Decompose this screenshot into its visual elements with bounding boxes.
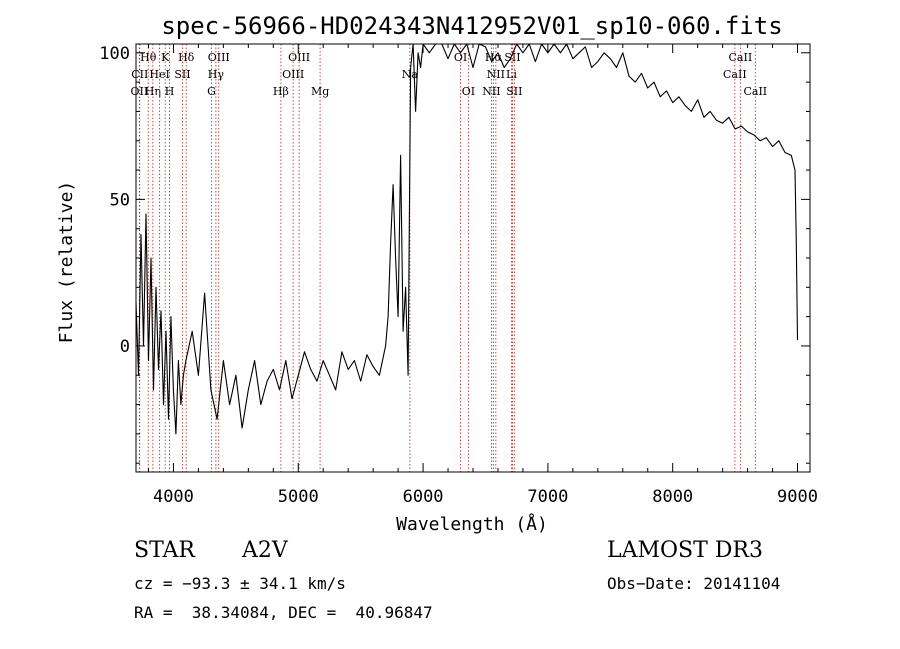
- x-tick-label-8000: 8000: [652, 487, 693, 507]
- survey-name: LAMOST DR3: [607, 538, 763, 563]
- x-axis-label: Wavelength (Å): [396, 513, 548, 535]
- line-marker-label-4: HeI: [149, 68, 169, 81]
- x-tick-label-6000: 6000: [403, 487, 444, 507]
- y-tick-label-100: 100: [99, 44, 130, 64]
- y-axis-ticks: 0 50 100: [99, 44, 810, 464]
- line-marker-label-26: CaII: [723, 68, 747, 81]
- line-marker-label-23: NII: [482, 85, 500, 98]
- y-tick-label-0: 0: [120, 337, 130, 357]
- redshift-velocity: cz = −93.3 ± 34.1 km/s: [134, 574, 346, 593]
- line-marker-label-25: CaII: [729, 51, 753, 64]
- x-tick-label-5000: 5000: [278, 487, 319, 507]
- line-marker-label-0: Hθ: [140, 51, 157, 64]
- object-subclass: A2V: [242, 538, 288, 563]
- x-tick-label-9000: 9000: [777, 487, 818, 507]
- line-marker-label-27: CaII: [743, 85, 767, 98]
- line-marker-label-14: Hβ: [273, 85, 289, 98]
- line-marker-label-22: Li: [506, 68, 517, 81]
- ra-dec-coordinates: RA = 38.34084, DEC = 40.96847: [134, 603, 433, 622]
- line-marker-label-6: H: [165, 85, 175, 98]
- observation-date: Obs−Date: 20141104: [607, 574, 781, 593]
- y-tick-label-50: 50: [110, 190, 130, 210]
- x-axis-ticks: 4000 5000 6000 7000 8000 9000: [147, 44, 818, 507]
- spectrum-series-line: [135, 43, 799, 435]
- object-class: STAR: [134, 538, 195, 563]
- line-marker-label-24: SII: [506, 85, 522, 98]
- line-marker-label-3: Hη: [145, 85, 161, 98]
- line-marker-label-21: NII: [487, 68, 505, 81]
- line-marker-label-15: Mg: [311, 85, 329, 98]
- x-tick-label-4000: 4000: [153, 487, 194, 507]
- x-tick-label-7000: 7000: [527, 487, 568, 507]
- line-marker-label-7: SII: [174, 68, 190, 81]
- plot-frame: [135, 43, 811, 473]
- line-marker-label-17: OI: [454, 51, 467, 64]
- line-marker-label-1: CII: [131, 68, 148, 81]
- line-marker-label-11: G: [207, 85, 216, 98]
- line-marker-label-2: OII: [131, 85, 149, 98]
- y-axis-label: Flux (relative): [56, 181, 77, 344]
- line-marker-label-12: OIII: [288, 51, 310, 64]
- line-marker-label-5: K: [161, 51, 170, 64]
- line-marker-label-10: Hγ: [208, 68, 225, 81]
- line-marker-label-8: Hδ: [178, 51, 195, 64]
- line-marker-label-18: OI: [462, 85, 475, 98]
- chart-title: spec-56966-HD024343N412952V01_sp10-060.f…: [161, 12, 782, 40]
- line-marker-label-13: OIII: [282, 68, 304, 81]
- line-marker-label-9: OIII: [208, 51, 230, 64]
